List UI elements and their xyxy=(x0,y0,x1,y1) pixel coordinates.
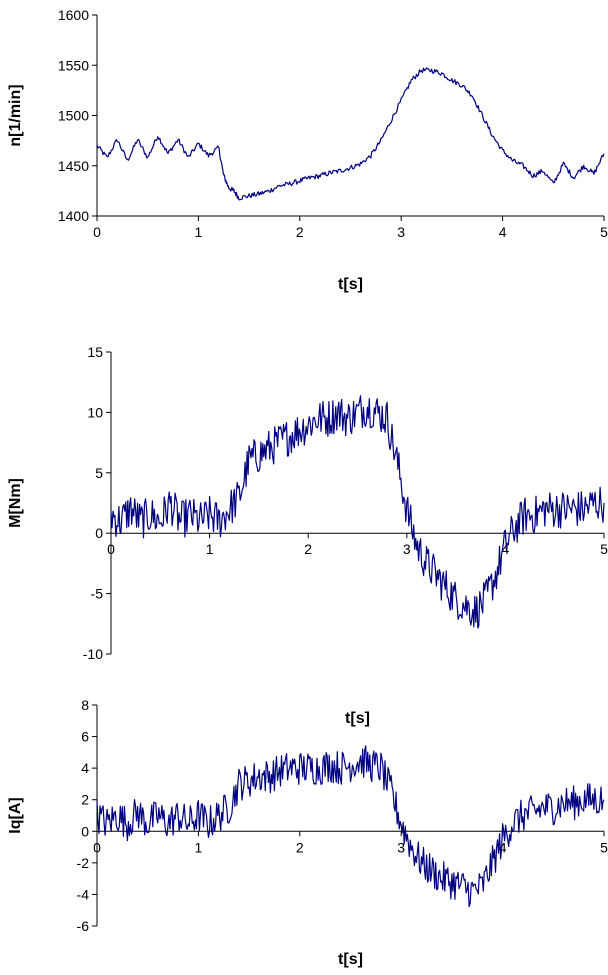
y-tick-label: -6 xyxy=(77,918,90,934)
series-line xyxy=(96,67,605,201)
x-tick-label: 2 xyxy=(304,541,312,557)
chart-1: 1400 1450 1500 1550 1600 0 1 2 3 4 5 t[s] n[1/min] xyxy=(7,7,608,293)
x-tick-label: 5 xyxy=(600,839,608,855)
y-axis-label: Iq[A] xyxy=(7,797,24,833)
y-tick-label: 2 xyxy=(81,792,89,808)
y-tick-label: 10 xyxy=(87,404,103,420)
x-tick-label: 3 xyxy=(397,224,405,240)
x-axis-label: t[s] xyxy=(345,710,370,727)
y-tick-label: 8 xyxy=(81,697,89,713)
x-tick-label: 5 xyxy=(600,541,608,557)
y-tick-label: 1600 xyxy=(58,7,89,23)
y-tick-label: 5 xyxy=(95,465,103,481)
y-tick-label: -5 xyxy=(91,586,104,602)
x-tick-label: 4 xyxy=(499,839,507,855)
x-tick-label: 1 xyxy=(195,839,203,855)
y-tick-label: -2 xyxy=(77,855,90,871)
x-tick-label: 2 xyxy=(296,224,304,240)
x-tick-label: 3 xyxy=(397,839,405,855)
chart-2: -10 -5 0 5 10 15 0 1 2 3 4 5 t[s] M[Nm] xyxy=(7,344,608,727)
x-tick-label: 0 xyxy=(93,839,101,855)
x-tick-label: 0 xyxy=(107,541,115,557)
y-tick-label: 1500 xyxy=(58,108,89,124)
x-tick-label: 0 xyxy=(93,224,101,240)
y-tick-label: -4 xyxy=(77,886,90,902)
y-tick-label: 0 xyxy=(95,525,103,541)
y-axis-label: M[Nm] xyxy=(7,478,24,528)
y-tick-label: 1550 xyxy=(58,57,89,73)
x-tick-label: 1 xyxy=(195,224,203,240)
y-axis-label: n[1/min] xyxy=(7,84,24,146)
x-tick-label: 3 xyxy=(403,541,411,557)
y-tick-label: -10 xyxy=(83,646,103,662)
y-tick-label: 4 xyxy=(81,760,89,776)
series-line xyxy=(110,395,605,629)
x-tick-label: 4 xyxy=(499,224,507,240)
y-tick-label: 6 xyxy=(81,729,89,745)
y-tick-label: 15 xyxy=(87,344,103,360)
y-tick-label: 1450 xyxy=(58,158,89,174)
x-tick-label: 1 xyxy=(206,541,214,557)
x-axis-label: t[s] xyxy=(338,951,363,968)
x-axis-label: t[s] xyxy=(338,276,363,293)
x-tick-label: 5 xyxy=(600,224,608,240)
series-line xyxy=(96,745,605,908)
x-tick-label: 4 xyxy=(502,541,510,557)
y-tick-label: 1400 xyxy=(58,208,89,224)
x-tick-label: 2 xyxy=(296,839,304,855)
y-tick-label: 0 xyxy=(81,823,89,839)
